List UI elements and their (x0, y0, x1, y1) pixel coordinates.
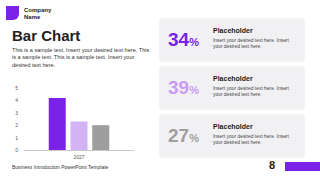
svg-text:3: 3 (15, 110, 18, 116)
html-text:39%: 39% (168, 77, 199, 98)
svg-text:4: 4 (15, 97, 18, 103)
html-text:Placeholder: Placeholder (213, 75, 253, 82)
html-text:Placeholder: Placeholder (213, 27, 253, 34)
html-text:Bar Chart: Bar Chart (12, 27, 81, 44)
html-text:Placeholder: Placeholder (213, 123, 253, 130)
svg-text:5: 5 (15, 85, 18, 91)
html-text:Business Introduction PowerPoi: Business Introduction PowerPoint Templat… (12, 164, 109, 170)
svg-text:0: 0 (15, 147, 18, 153)
html-text:This is a sample text. Insert: This is a sample text. Insert your desir… (12, 47, 150, 68)
svg-text:2027: 2027 (73, 154, 84, 160)
html-text:8: 8 (269, 159, 276, 171)
html-text:34%: 34% (168, 29, 199, 50)
svg-text:1: 1 (15, 135, 18, 141)
html-text:Insert your desired text here.: Insert your desired text here. Insert yo… (213, 38, 289, 50)
html-text:27%: 27% (168, 125, 199, 146)
html-text:Insert your desired text here.: Insert your desired text here. Insert yo… (213, 86, 289, 98)
html-text:Company Name: Company Name (24, 7, 52, 20)
html-text:Insert your desired text here.: Insert your desired text here. Insert yo… (213, 134, 289, 146)
svg-text:2: 2 (15, 122, 18, 128)
